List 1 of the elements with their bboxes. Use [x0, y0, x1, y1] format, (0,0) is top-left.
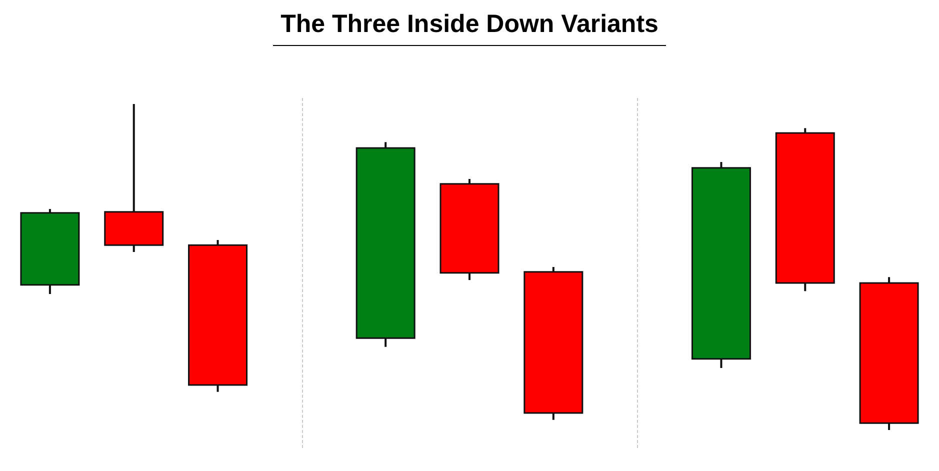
chart-title: The Three Inside Down Variants [272, 10, 666, 46]
